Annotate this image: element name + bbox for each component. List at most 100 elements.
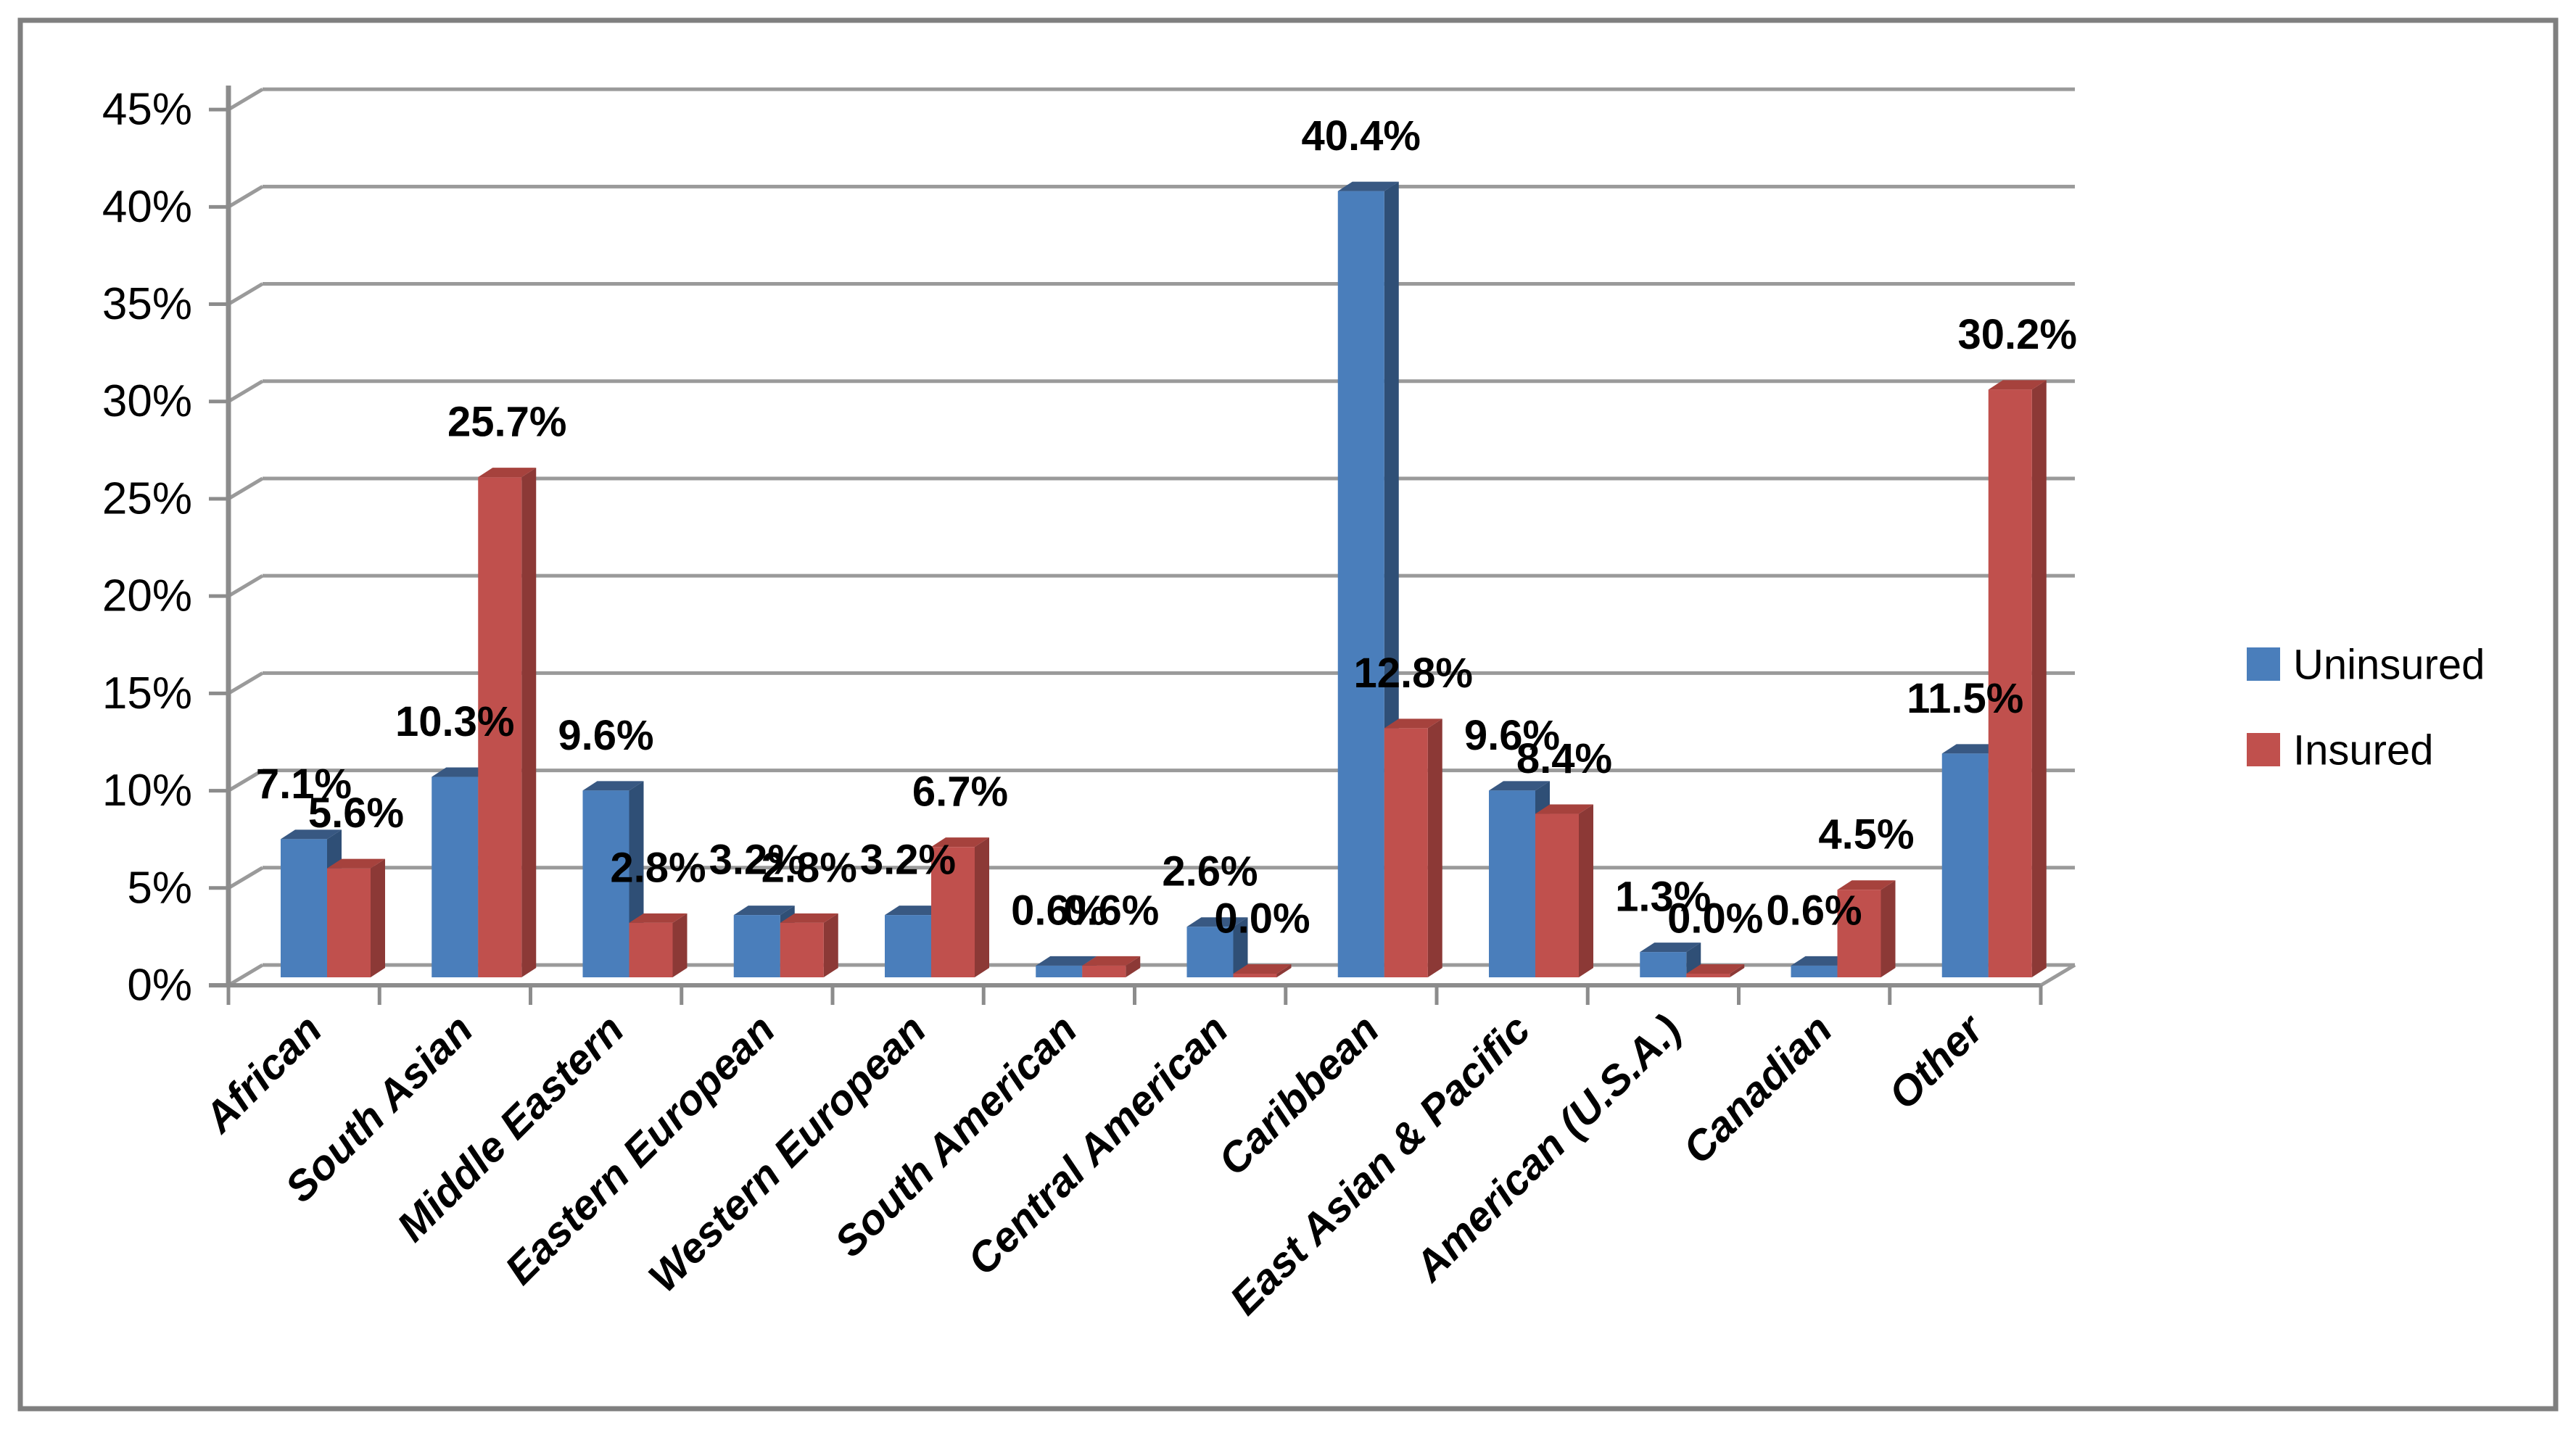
bar-side-face [975, 837, 989, 977]
bar-front-face [629, 922, 673, 977]
bar-insured-8 [1535, 804, 1593, 977]
category-label: Canadian [1674, 1006, 1841, 1173]
value-label-uninsured: 9.6% [558, 712, 653, 759]
bar-insured-7 [1384, 718, 1442, 977]
bar-front-face [478, 477, 522, 977]
bar-top-face [327, 858, 385, 869]
bar-top-face [1791, 956, 1852, 966]
y-axis-label: 40% [102, 182, 192, 232]
gridline-step [227, 574, 264, 598]
bar-top-face [281, 829, 342, 840]
bar-front-face [1082, 965, 1126, 977]
bar-front-face [1640, 952, 1687, 977]
bar-insured-0 [327, 858, 385, 977]
bar-front-face [1384, 728, 1428, 977]
bar-front-face [327, 868, 371, 977]
bar-top-face [1489, 781, 1550, 791]
bar-top-face [1337, 181, 1399, 191]
value-label-uninsured: 3.2% [860, 837, 956, 884]
category-label: American (U.S.A.) [1405, 1006, 1690, 1291]
bar-top-face [1233, 964, 1292, 974]
bar-top-face [432, 767, 493, 777]
bar-top-face [1988, 380, 2047, 390]
value-label-insured: 30.2% [1958, 311, 2077, 358]
gridline-step [227, 866, 264, 890]
bar-front-face [733, 915, 780, 977]
bar-insured-4 [931, 837, 989, 977]
bar-top-face [1837, 880, 1896, 890]
value-label-insured: 25.7% [447, 399, 566, 446]
bar-front-face [1186, 927, 1234, 977]
gridline-step [227, 671, 264, 695]
bar-front-face [1036, 965, 1083, 977]
bar-top-face [1186, 917, 1248, 927]
category-label: Western European [640, 1006, 936, 1301]
category-label: Central American [959, 1006, 1237, 1284]
value-label-uninsured: 10.3% [395, 698, 514, 745]
value-label-insured: 12.8% [1354, 650, 1473, 697]
outer-border [17, 17, 2559, 1412]
bar-top-face [931, 837, 989, 848]
bar-front-face [1941, 753, 1989, 977]
y-axis-label: 0% [127, 961, 192, 1011]
bar-front-face [1337, 191, 1384, 977]
bar-front-face [1837, 890, 1881, 977]
bar-top-face [1686, 964, 1745, 974]
gridline-step [227, 476, 264, 501]
bar-side-face [823, 913, 838, 977]
value-label-uninsured: 1.3% [1615, 874, 1711, 921]
bar-top-face [733, 906, 795, 916]
legend-label-insured: Insured [2293, 727, 2433, 774]
bar-front-face [931, 847, 975, 977]
bar-insured-10 [1837, 880, 1896, 977]
bar-top-face [629, 913, 688, 923]
category-label: East Asian & Pacific [1221, 1006, 1540, 1324]
bar-uninsured-9 [1640, 943, 1701, 977]
bar-top-face [478, 468, 537, 478]
y-axis-label: 10% [102, 766, 192, 816]
bar-side-face [1427, 718, 1442, 977]
value-label-insured: 4.5% [1818, 811, 1914, 858]
value-label-insured: 8.4% [1516, 735, 1612, 782]
bar-top-face [780, 913, 838, 923]
bar-insured-9 [1686, 964, 1745, 977]
gridline-step [227, 769, 264, 792]
value-label-uninsured: 11.5% [1907, 675, 2023, 722]
bar-insured-2 [629, 913, 688, 977]
value-label-insured: 2.8% [610, 844, 706, 891]
value-labels: 7.1%5.6%10.3%25.7%9.6%2.8% 3.2%2.8% 3.2%6.… [256, 112, 2077, 942]
value-label-uninsured: 0.6% [1011, 887, 1107, 934]
bar-top-face [1082, 956, 1141, 966]
bar-insured-3 [780, 913, 838, 977]
bars [281, 181, 2047, 977]
gridline-step [227, 282, 264, 306]
value-label-uninsured: 0.6% [1766, 887, 1862, 934]
bar-side-face [1579, 804, 1593, 977]
value-label-uninsured: 7.1% [256, 761, 352, 808]
y-axis-label: 35% [102, 279, 192, 329]
bar-side-face [1233, 917, 1248, 977]
bar-front-face [1489, 790, 1535, 977]
y-axis-label: 25% [102, 473, 192, 523]
bar-top-face [1640, 943, 1701, 953]
bar-side-face [1126, 956, 1141, 977]
bar-side-face [672, 913, 688, 977]
floor-right-edge [2039, 963, 2076, 987]
category-label: Eastern European [496, 1006, 784, 1293]
bar-front-face [1535, 813, 1579, 977]
bar-top-face [885, 906, 946, 916]
bar-insured-1 [478, 468, 537, 977]
bar-front-face [885, 915, 931, 977]
bar-front-face [582, 790, 629, 977]
gridline-step [227, 185, 264, 209]
bar-insured-5 [1082, 956, 1141, 977]
value-label-uninsured: 9.6% [1464, 712, 1560, 759]
value-label-insured: 0.0% [1214, 895, 1310, 943]
bar-top-face [1941, 744, 2003, 754]
legend-swatch-insured [2247, 733, 2280, 766]
y-axis-label: 45% [102, 85, 192, 135]
bar-side-face [371, 858, 385, 977]
bar-front-face [432, 776, 479, 977]
axes [209, 86, 2076, 1005]
